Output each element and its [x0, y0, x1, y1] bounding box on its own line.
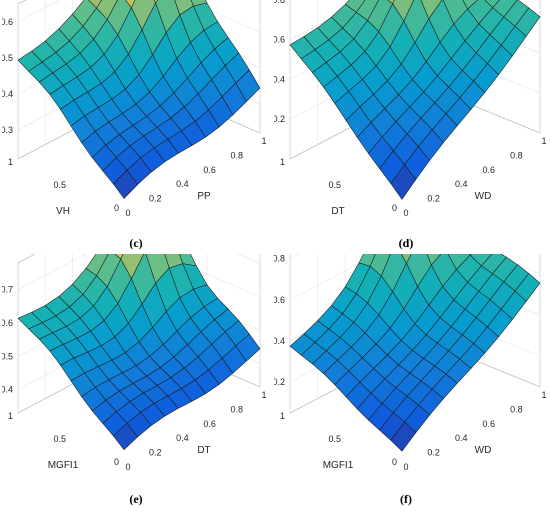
z-tick-label: 0.3	[2, 125, 13, 135]
x-tick-label: 1	[261, 390, 266, 400]
x-tick-label: 0.4	[176, 433, 189, 443]
y-tick-label: 0	[114, 457, 119, 467]
x-tick-label: 0	[403, 462, 408, 472]
x-tick-label: 0.6	[203, 419, 216, 429]
x-tick-label: 0.8	[510, 150, 523, 160]
x-axis-label: WD	[475, 191, 492, 202]
caption-e: (e)	[129, 492, 143, 506]
x-tick-label: 1	[261, 136, 266, 146]
x-tick-label: 0.8	[231, 150, 244, 160]
y-tick-label: 0.5	[53, 434, 66, 444]
x-tick-label: 0.4	[455, 179, 468, 189]
y-tick-label: 0.5	[53, 180, 66, 190]
y-tick-label: 1	[8, 157, 13, 167]
y-tick-label: 0	[392, 203, 397, 213]
surface-mesh	[289, 254, 541, 452]
x-axis-label: DT	[197, 445, 210, 456]
x-tick-label: 0.2	[149, 448, 162, 458]
z-tick-label: 0.5	[2, 351, 13, 361]
surface-cell	[401, 254, 412, 264]
x-tick-label: 0.4	[455, 433, 468, 443]
z-tick-label: 0.6	[274, 295, 285, 305]
z-tick-label: 0.4	[2, 89, 13, 99]
x-tick-label: 0.2	[427, 194, 440, 204]
surface-cell	[125, 0, 136, 9]
x-tick-label: 0	[403, 208, 408, 218]
axis-labels: PPVHMGFI1	[56, 191, 211, 217]
x-tick-label: 0	[125, 462, 130, 472]
y-tick-label: 0	[114, 203, 119, 213]
x-axis-label: WD	[475, 445, 492, 456]
x-tick-label: 0.4	[176, 179, 189, 189]
surface-cell	[390, 421, 417, 452]
z-tick-label: 0.2	[274, 114, 285, 124]
z-tick-label: 0.6	[2, 17, 13, 27]
y-tick-label: 0.5	[328, 180, 341, 190]
z-tick-label: 0.8	[274, 0, 285, 5]
z-tick-label: 0.4	[274, 74, 285, 84]
tick-labels: 0 0.2 0.4 0.6 0.8 1 0 0.5 1 0.3 0.4 0.5 0.6	[2, 17, 267, 218]
y-tick-label: 1	[280, 157, 285, 167]
z-tick-label: 0.8	[274, 254, 285, 264]
x-tick-label: 1	[541, 390, 546, 400]
z-tick-label: 0.2	[274, 377, 285, 387]
caption-d: (d)	[398, 236, 414, 250]
x-tick-label: 0.8	[231, 404, 244, 414]
z-tick-label: 0.6	[2, 318, 13, 328]
tick-labels: 0 0.2 0.4 0.6 0.8 1 0 0.5 1 0.4 0.5 0.6 0.7	[2, 285, 267, 472]
x-tick-label: 0	[125, 208, 130, 218]
z-tick-label: 0.4	[274, 336, 285, 346]
surface-mesh	[17, 254, 261, 450]
surface-cell	[113, 169, 138, 199]
x-tick-label: 0.2	[427, 448, 440, 458]
surface-mesh	[17, 0, 261, 199]
surface-plot-e-panel: 00.20.40.60.8100.510.40.50.60.7DTMGFI1MG…	[2, 254, 268, 490]
y-tick-label: 1	[8, 411, 13, 421]
y-axis-label: MGFI1	[323, 460, 354, 471]
surface-cell	[113, 423, 138, 450]
surface-cell	[390, 164, 417, 200]
caption-c: (c)	[129, 236, 143, 250]
x-tick-label: 0.6	[483, 165, 496, 175]
x-tick-label: 0.6	[203, 165, 216, 175]
z-tick-label: 0.7	[2, 285, 13, 295]
caption-f: (f)	[400, 492, 412, 506]
z-tick-label: 0.5	[2, 53, 13, 63]
surface-mesh	[289, 0, 541, 200]
y-axis-label: MGFI1	[48, 460, 79, 471]
surface-plot-f: 00.20.40.60.8100.510.20.40.60.8WDMGFI1MG…	[274, 254, 547, 472]
y-tick-label: 0.5	[328, 434, 341, 444]
x-tick-label: 0.6	[483, 419, 496, 429]
z-gridline	[17, 254, 261, 290]
axis-labels: WDMGFI1MGFI2	[323, 445, 492, 471]
tick-labels: 0 0.2 0.4 0.6 0.8 1 0 0.5 1 0.2 0.4 0.6 0.8	[274, 0, 547, 218]
surface-cell	[114, 254, 124, 260]
tick-labels: 0 0.2 0.4 0.6 0.8 1 0 0.5 1 0.2 0.4 0.6 0.8	[274, 254, 547, 472]
y-tick-label: 1	[280, 411, 285, 421]
surface-plot-e: 00.20.40.60.8100.510.40.50.60.7DTMGFI1MG…	[2, 254, 267, 472]
x-tick-label: 1	[541, 136, 546, 146]
axis-labels: WDDTMGFI2	[331, 191, 492, 217]
z-tick-label: 0.4	[2, 385, 13, 395]
x-axis-label: PP	[197, 191, 211, 202]
axis-labels: DTMGFI1MGFI2	[48, 445, 211, 471]
y-axis-label: DT	[331, 206, 344, 217]
y-tick-label: 0	[392, 457, 397, 467]
y-axis-label: VH	[56, 206, 70, 217]
x-tick-label: 0.8	[510, 404, 523, 414]
surface-plot-f-panel: 00.20.40.60.8100.510.20.40.60.8WDMGFI1MG…	[274, 254, 548, 490]
x-tick-label: 0.2	[149, 194, 162, 204]
z-tick-label: 0.6	[274, 35, 285, 45]
